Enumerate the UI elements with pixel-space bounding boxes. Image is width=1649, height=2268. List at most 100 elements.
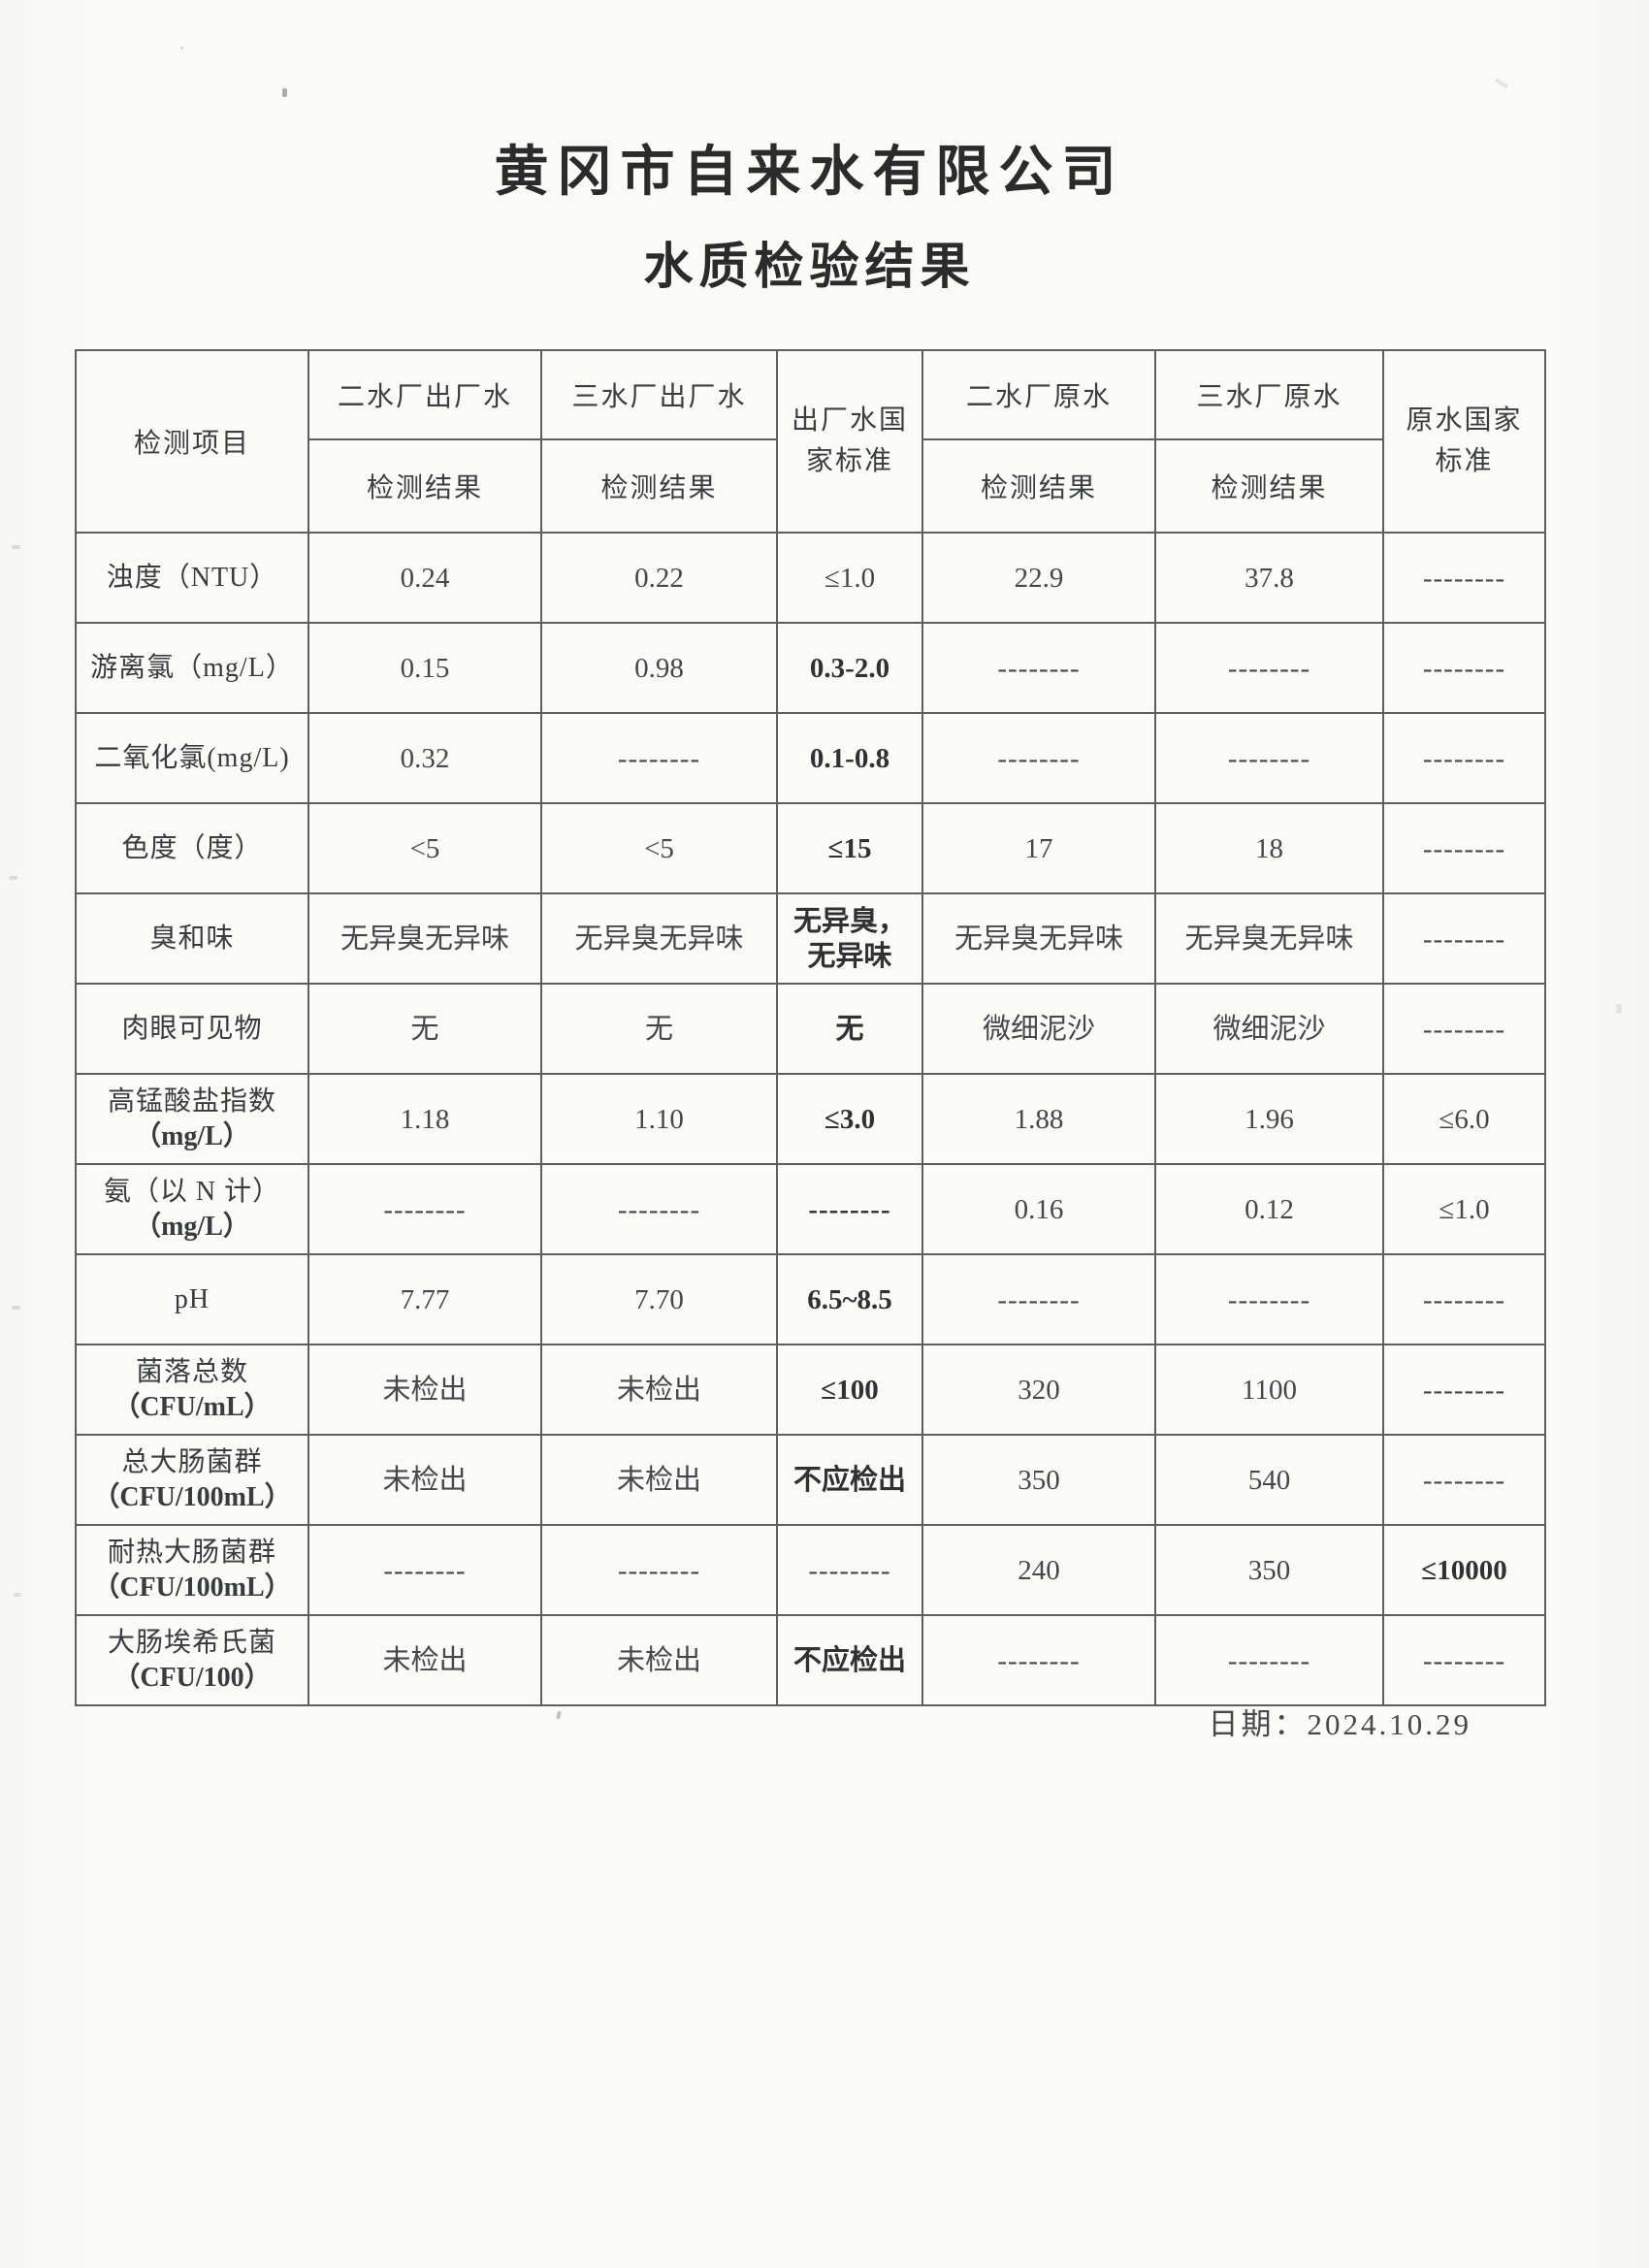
- cell-line: ≤10000: [1421, 1554, 1507, 1586]
- row-label: 臭和味: [75, 892, 309, 985]
- plant3-out-result-cell: 1.10: [540, 1073, 778, 1165]
- plant2-out-result-cell: 无异臭无异味: [307, 892, 542, 985]
- plant2-out-result-cell: 7.77: [307, 1253, 542, 1345]
- header-row-sub: 检测结果 检测结果 检测结果 检测结果: [76, 438, 1545, 534]
- header-plant3-raw: 三水厂原水: [1154, 349, 1384, 440]
- subheader-result: 检测结果: [540, 438, 778, 534]
- cell-line: 无异臭无异味: [954, 923, 1123, 955]
- table-row: 色度（度） <5 <5 ≤15 17 18 --------: [75, 802, 1546, 894]
- plant2-out-result-cell: 0.32: [307, 712, 542, 804]
- cell-line: 1.18: [400, 1103, 450, 1135]
- plant3-raw-result-cell: 540: [1154, 1434, 1384, 1526]
- plant2-raw-result-cell: 微细泥沙: [922, 983, 1156, 1075]
- scan-speck: [9, 876, 17, 880]
- raw-standard-cell: --------: [1382, 532, 1546, 624]
- plant2-raw-result-cell: --------: [922, 712, 1156, 804]
- table-row: 肉眼可见物 无 无 无 微细泥沙 微细泥沙 --------: [75, 983, 1546, 1075]
- cell-line: 18: [1255, 832, 1283, 864]
- cell-line: 240: [1018, 1554, 1060, 1586]
- plant2-out-result-cell: --------: [307, 1524, 542, 1616]
- out-standard-cell: 0.3-2.0: [776, 622, 923, 714]
- cell-line: --------: [1227, 1283, 1311, 1315]
- cell-line: 不应检出: [792, 1644, 906, 1676]
- table-body: 浊度（NTU） 0.24 0.22 ≤1.0 22.9 37.8 -------- 游离氯（m…: [75, 532, 1546, 1706]
- plant2-out-result-cell: 未检出: [307, 1344, 542, 1436]
- table-row: 菌落总数 （CFU/mL） 未检出 未检出 ≤100 320 1100 --------: [75, 1344, 1546, 1436]
- cell-line: 0.22: [634, 562, 684, 594]
- row-label: 氨（以 N 计） （mg/L）: [75, 1163, 309, 1255]
- row-label-line: （mg/L）: [134, 1120, 250, 1151]
- plant3-out-result-cell: 无: [540, 983, 778, 1075]
- table-row: 游离氯（mg/L） 0.15 0.98 0.3-2.0 -------- --------…: [75, 622, 1546, 714]
- raw-standard-cell: --------: [1382, 892, 1546, 985]
- plant2-raw-result-cell: 320: [922, 1344, 1156, 1436]
- cell-line: ≤15: [827, 832, 872, 864]
- cell-line: 无异臭无异味: [1184, 923, 1354, 955]
- header-out-standard-line: 出厂水国: [791, 405, 908, 436]
- out-standard-cell: ≤15: [776, 802, 923, 894]
- cell-line: --------: [1422, 1283, 1506, 1315]
- cell-line: 未检出: [616, 1464, 701, 1496]
- row-label-line: （CFU/100mL）: [92, 1571, 292, 1603]
- subheader-result: 检测结果: [307, 438, 542, 534]
- row-label-line: 总大肠菌群: [121, 1446, 263, 1477]
- row-label-line: 氨（以 N 计）: [103, 1176, 281, 1207]
- plant3-raw-result-cell: 1100: [1154, 1344, 1384, 1436]
- row-label: 游离氯（mg/L）: [75, 622, 309, 714]
- header-plant2-out: 二水厂出厂水: [307, 349, 542, 440]
- out-standard-cell: --------: [776, 1163, 923, 1255]
- cell-line: 未检出: [382, 1464, 468, 1496]
- cell-line: ≤6.0: [1439, 1103, 1490, 1135]
- plant3-out-result-cell: <5: [540, 802, 778, 894]
- header-out-standard-line: 家标准: [805, 446, 893, 476]
- cell-line: ≤1.0: [1439, 1193, 1490, 1225]
- cell-line: --------: [1422, 923, 1506, 955]
- row-label: 大肠埃希氏菌 （CFU/100）: [75, 1614, 309, 1706]
- out-standard-cell: ≤100: [776, 1344, 923, 1436]
- water-quality-table: 检测项目 二水厂出厂水 三水厂出厂水 出厂水国 家标准 二水厂原水 三水厂原水 …: [75, 349, 1546, 1706]
- cell-line: --------: [808, 1193, 891, 1225]
- plant2-raw-result-cell: 17: [922, 802, 1156, 894]
- cell-line: 微细泥沙: [1212, 1013, 1326, 1045]
- table-row: pH 7.77 7.70 6.5~8.5 -------- -------- -------…: [75, 1253, 1546, 1345]
- row-label: 色度（度）: [75, 802, 309, 894]
- row-label: 浊度（NTU）: [75, 532, 309, 624]
- plant3-raw-result-cell: --------: [1154, 622, 1384, 714]
- cell-line: 0.15: [400, 652, 450, 684]
- out-standard-cell: ≤1.0: [776, 532, 923, 624]
- cell-line: --------: [1422, 1013, 1506, 1045]
- row-label: 菌落总数 （CFU/mL）: [75, 1344, 309, 1436]
- scan-speck: [12, 545, 20, 549]
- cell-line: 7.77: [400, 1283, 450, 1315]
- plant3-out-result-cell: 0.98: [540, 622, 778, 714]
- row-label-line: 高锰酸盐指数: [107, 1085, 276, 1117]
- row-label-line: 浊度（NTU）: [106, 562, 278, 593]
- cell-line: --------: [1422, 1644, 1506, 1676]
- plant3-out-result-cell: 7.70: [540, 1253, 778, 1345]
- out-standard-cell: 6.5~8.5: [776, 1253, 923, 1345]
- out-standard-cell: --------: [776, 1524, 923, 1616]
- raw-standard-cell: --------: [1382, 983, 1546, 1075]
- cell-line: <5: [409, 832, 440, 864]
- cell-line: 0.98: [634, 652, 684, 684]
- raw-standard-cell: --------: [1382, 1253, 1546, 1345]
- cell-line: 350: [1247, 1554, 1291, 1586]
- row-label-line: 肉眼可见物: [121, 1013, 263, 1044]
- table-row: 氨（以 N 计） （mg/L） -------- -------- -------- 0.…: [75, 1163, 1546, 1255]
- table-row: 大肠埃希氏菌 （CFU/100） 未检出 未检出 不应检出 -------- -------…: [75, 1614, 1546, 1706]
- cell-line: 未检出: [382, 1374, 468, 1406]
- header-out-standard: 出厂水国 家标准: [776, 349, 923, 534]
- cell-line: --------: [997, 652, 1081, 684]
- cell-line: --------: [383, 1554, 467, 1586]
- cell-line: 无异臭无异味: [340, 923, 509, 955]
- plant3-out-result-cell: --------: [540, 1524, 778, 1616]
- out-standard-cell: 0.1-0.8: [776, 712, 923, 804]
- plant2-out-result-cell: 1.18: [307, 1073, 542, 1165]
- plant2-raw-result-cell: 240: [922, 1524, 1156, 1616]
- plant3-out-result-cell: 无异臭无异味: [540, 892, 778, 985]
- plant3-raw-result-cell: 18: [1154, 802, 1384, 894]
- report-title: 黄冈市自来水有限公司 水质检验结果: [75, 146, 1544, 293]
- plant2-out-result-cell: 0.24: [307, 532, 542, 624]
- plant3-raw-result-cell: --------: [1154, 1253, 1384, 1345]
- plant3-raw-result-cell: --------: [1154, 1614, 1384, 1706]
